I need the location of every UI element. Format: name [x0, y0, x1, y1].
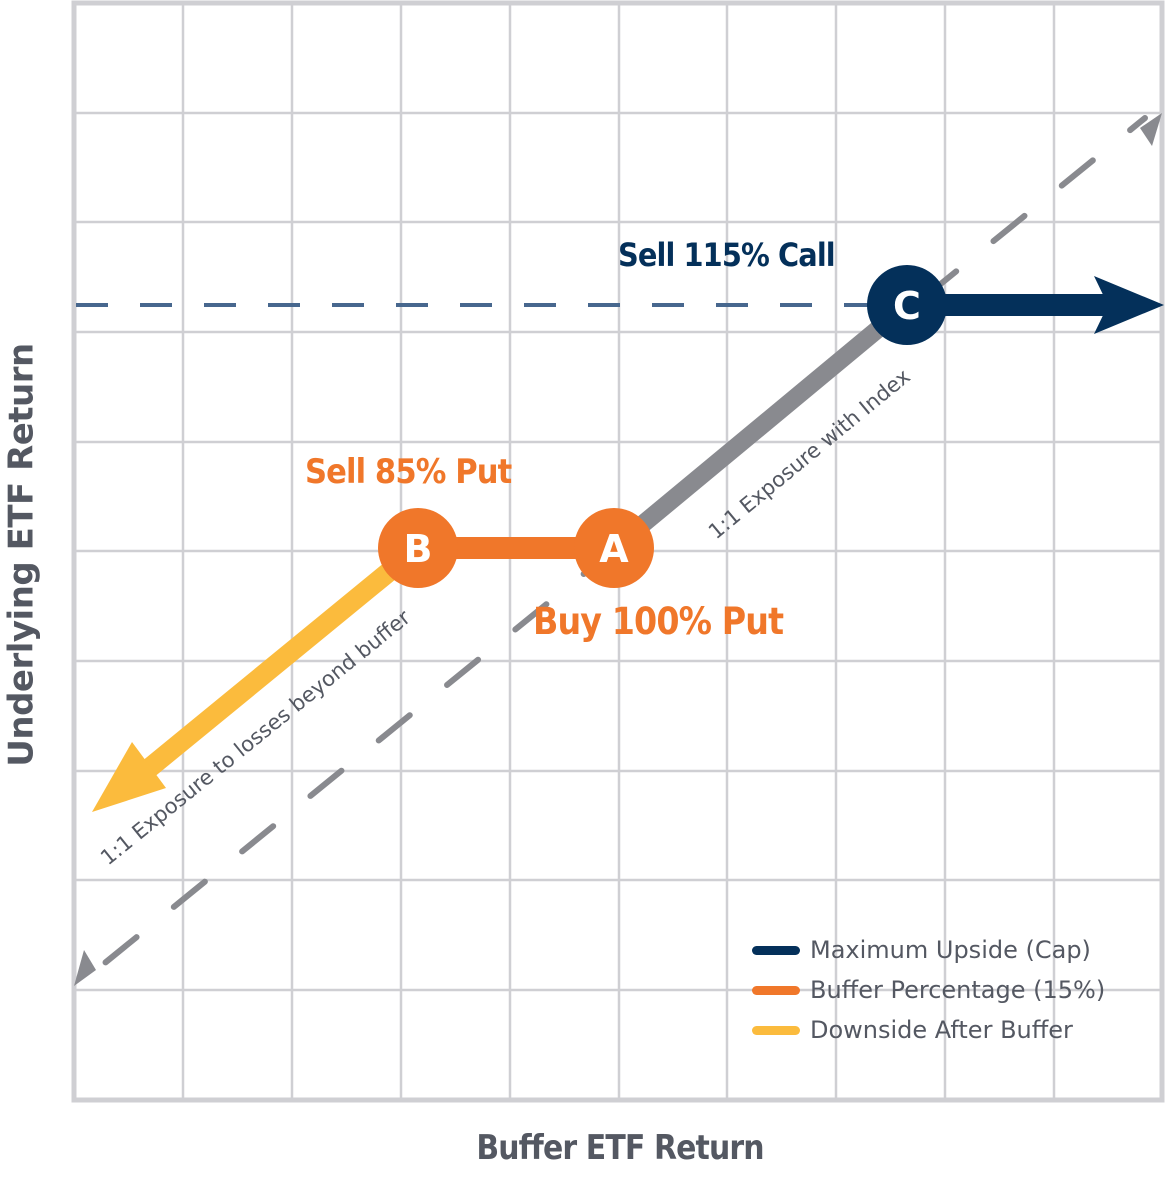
downside-arrow-icon [92, 742, 166, 812]
x-axis-label: Buffer ETF Return [476, 1128, 764, 1168]
marker-c: C [867, 265, 947, 345]
svg-text:A: A [599, 527, 629, 571]
legend-label: Maximum Upside (Cap) [810, 936, 1091, 964]
y-axis-label: Underlying ETF Return [2, 343, 43, 767]
cap-arrow-icon [1094, 276, 1164, 334]
legend-swatch-yellow [752, 1025, 800, 1035]
legend-label: Downside After Buffer [810, 1016, 1073, 1044]
legend-swatch-navy [752, 945, 800, 955]
reference-diagonal [74, 113, 1162, 986]
reference-arrow-up-icon [1140, 113, 1162, 146]
svg-text:C: C [893, 284, 921, 328]
exposure-index-line [608, 298, 913, 555]
downside-line [118, 540, 425, 796]
svg-text:B: B [404, 527, 433, 571]
marker-b: B [378, 508, 458, 588]
exposure-losses-label: 1:1 Exposure to losses beyond buffer [96, 605, 415, 870]
plot-border [71, 0, 1165, 1103]
buy-put-annotation: Buy 100% Put [533, 600, 784, 643]
sell-put-annotation: Sell 85% Put [305, 452, 512, 492]
legend-item-buffer: Buffer Percentage (15%) [752, 970, 1105, 1010]
marker-a: A [574, 508, 654, 588]
legend: Maximum Upside (Cap) Buffer Percentage (… [752, 930, 1105, 1050]
legend-label: Buffer Percentage (15%) [810, 976, 1106, 1004]
sell-call-annotation: Sell 115% Call [618, 236, 836, 274]
legend-swatch-orange [752, 985, 800, 995]
legend-item-cap: Maximum Upside (Cap) [752, 930, 1105, 970]
reference-arrow-down-icon [74, 950, 96, 986]
legend-item-downside: Downside After Buffer [752, 1010, 1105, 1050]
